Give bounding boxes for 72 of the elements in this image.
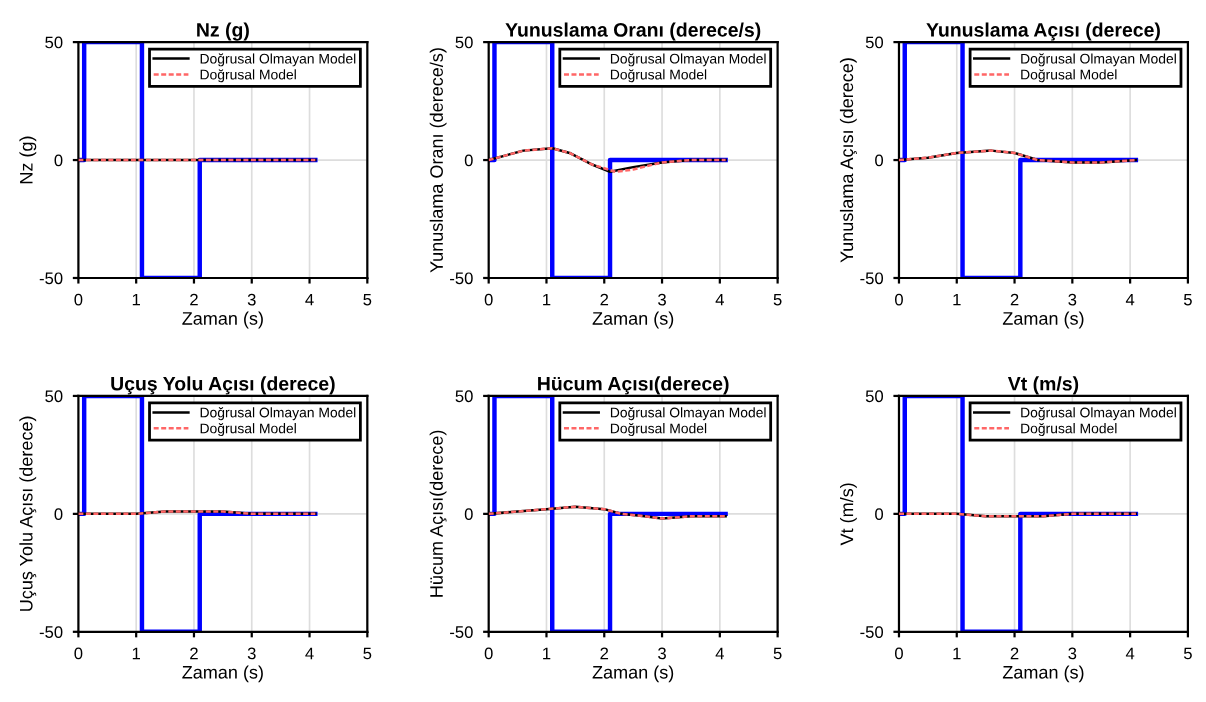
x-tick-label: 0 (74, 647, 83, 660)
x-tick-label: 5 (363, 647, 372, 660)
y-tick-label: 0 (875, 508, 884, 521)
y-axis-title: Yunuslama Açısı (derece) (839, 58, 857, 263)
y-axis-title: Nz (g) (19, 136, 37, 184)
y-tick-label: -50 (39, 272, 63, 285)
x-axis-title: Zaman (s) (592, 665, 674, 683)
x-tick-label: 5 (773, 647, 782, 660)
y-tick-label: -50 (860, 272, 884, 285)
x-tick-label: 3 (1068, 647, 1077, 660)
x-tick-label: 1 (543, 293, 551, 306)
x-axis-title: Zaman (s) (592, 311, 674, 329)
x-tick-label: 4 (715, 647, 724, 660)
x-tick-label: 4 (1125, 647, 1135, 660)
y-tick-label: 0 (875, 154, 884, 167)
chart-title: Uçuş Yolu Açısı (derece) (111, 376, 335, 395)
chart-title: Yunuslama Açısı (derece) (926, 22, 1160, 41)
y-tick-label: 50 (865, 36, 884, 49)
x-tick-label: 4 (1125, 293, 1135, 306)
x-tick-label: 3 (658, 293, 666, 306)
chart-title: Nz (g) (197, 22, 249, 41)
y-tick-label: -50 (860, 626, 884, 638)
x-tick-label: 0 (894, 293, 903, 306)
x-tick-label: 2 (600, 293, 609, 306)
x-tick-label: 5 (773, 293, 782, 306)
x-tick-label: 0 (74, 293, 83, 306)
x-tick-label: 3 (247, 647, 256, 660)
x-axis-title: Zaman (s) (1002, 311, 1084, 329)
x-tick-label: 2 (1010, 647, 1019, 660)
y-tick-label: -50 (450, 626, 473, 638)
y-axis-title: Vt (m/s) (840, 483, 857, 546)
y-axis-title: Yunuslama Oranı (derece/s) (429, 48, 447, 273)
x-tick-label: 3 (1068, 293, 1077, 306)
x-tick-label: 0 (894, 647, 903, 660)
x-tick-label: 4 (305, 293, 314, 306)
x-tick-label: 5 (1183, 647, 1192, 660)
y-tick-label: 0 (464, 154, 473, 167)
x-axis-title: Zaman (s) (1002, 665, 1084, 683)
chart-title: Hücum Açısı(derece) (538, 376, 729, 395)
x-tick-label: 0 (484, 647, 493, 660)
y-axis-title: Hücum Açısı(derece) (429, 430, 447, 597)
y-tick-label: 0 (54, 508, 63, 521)
y-tick-label: 50 (455, 390, 473, 403)
y-tick-label: 50 (455, 36, 473, 49)
y-tick-label: 0 (54, 154, 63, 167)
x-tick-label: 2 (600, 647, 609, 660)
x-tick-label: 0 (484, 293, 493, 306)
y-tick-label: -50 (450, 272, 473, 285)
y-tick-label: 50 (45, 36, 63, 49)
y-tick-label: 0 (464, 508, 473, 521)
x-tick-label: 1 (543, 647, 551, 660)
x-tick-label: 1 (132, 293, 140, 306)
x-axis-title: Zaman (s) (182, 311, 263, 329)
x-tick-label: 5 (363, 293, 372, 306)
x-tick-label: 2 (190, 293, 198, 306)
x-axis-title: Zaman (s) (182, 665, 263, 683)
chart-title: Yunuslama Oranı (derece/s) (505, 22, 761, 41)
y-tick-label: 50 (45, 390, 63, 403)
x-tick-label: 1 (953, 293, 961, 306)
x-tick-label: 1 (953, 647, 961, 660)
x-tick-label: 4 (305, 647, 314, 660)
x-tick-label: 3 (247, 293, 256, 306)
chart-title: Vt (m/s) (1007, 376, 1079, 395)
y-axis-title: Uçuş Yolu Açısı (derece) (19, 416, 37, 611)
y-tick-label: 50 (865, 390, 884, 403)
y-tick-label: -50 (39, 626, 63, 638)
x-tick-label: 4 (715, 293, 724, 306)
x-tick-label: 3 (658, 647, 666, 660)
x-tick-label: 2 (190, 647, 198, 660)
x-tick-label: 5 (1183, 293, 1192, 306)
x-tick-label: 2 (1010, 293, 1019, 306)
x-tick-label: 1 (132, 647, 140, 660)
